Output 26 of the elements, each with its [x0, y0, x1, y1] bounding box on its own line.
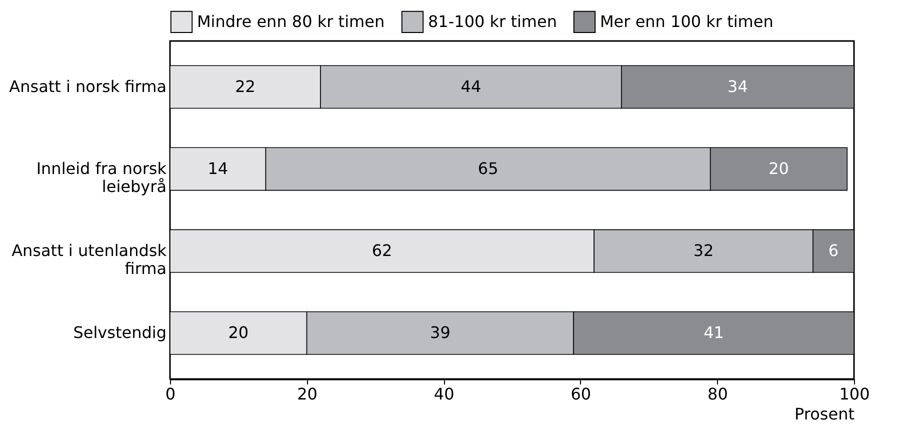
x-tick-label: 20 [297, 384, 318, 404]
data-label: 41 [704, 323, 724, 342]
x-tick-label: 60 [570, 384, 592, 404]
data-label: 32 [693, 241, 714, 260]
data-label: 6 [828, 241, 839, 260]
data-label: 44 [460, 76, 482, 96]
x-tick-label: 80 [708, 384, 728, 404]
data-label: 20 [768, 158, 789, 178]
y-tick-label: Innleid fra norsk leiebyrå [36, 158, 168, 196]
data-label: 34 [728, 76, 748, 96]
x-tick-label: 40 [434, 384, 454, 404]
legend-label: Mindre enn 80 kr timen [197, 12, 385, 31]
y-tick-label: Selvstendig [73, 323, 166, 342]
x-axis-title: Prosent [794, 404, 854, 424]
data-label: 65 [478, 158, 498, 178]
legend-label: Mer enn 100 kr timen [600, 12, 774, 31]
data-label: 39 [430, 323, 450, 342]
data-label: 20 [228, 323, 249, 342]
data-label: 14 [208, 158, 228, 178]
data-label: 22 [235, 76, 256, 96]
x-tick-label: 0 [165, 384, 176, 404]
data-label: 62 [372, 241, 392, 260]
y-tick-label: Ansatt i utenlandsk firma [12, 241, 168, 278]
x-tick-label: 100 [839, 384, 870, 404]
y-tick-label: Ansatt i norsk firma [9, 76, 166, 96]
legend-label: 81-100 kr timen [428, 12, 557, 31]
